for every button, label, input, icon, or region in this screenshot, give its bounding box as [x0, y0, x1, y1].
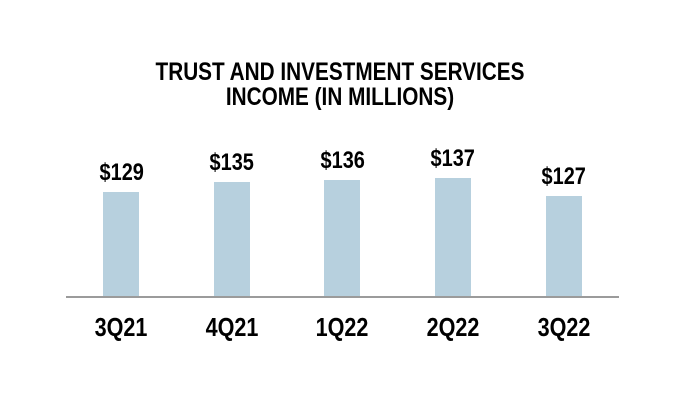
x-axis-label: 2Q22 — [426, 312, 480, 342]
bar-value-label: $136 — [320, 147, 365, 174]
bar — [545, 196, 582, 296]
bar-group: $135 — [205, 150, 258, 296]
x-axis-label: 4Q21 — [205, 312, 259, 342]
bar — [213, 182, 250, 296]
x-axis-label: 3Q22 — [537, 312, 591, 342]
bar-group: $137 — [426, 146, 479, 296]
chart-title-line-2: INCOME (IN MILLIONS) — [225, 83, 455, 111]
bar-value-label: $137 — [430, 145, 476, 172]
x-axis-line — [66, 296, 619, 298]
chart-title: TRUST AND INVESTMENT SERVICES INCOME (IN… — [0, 60, 680, 110]
bar-value-label: $135 — [209, 149, 255, 176]
bar — [435, 178, 472, 296]
bar — [324, 180, 361, 296]
x-axis-labels: 3Q21 4Q21 1Q22 2Q22 3Q22 — [66, 312, 619, 342]
bar-value-label: $129 — [99, 159, 144, 186]
bar-value-label: $127 — [541, 163, 586, 190]
bar-group: $129 — [95, 160, 148, 296]
bar — [103, 192, 140, 296]
bar-group: $136 — [316, 148, 369, 296]
chart-title-line-1: TRUST AND INVESTMENT SERVICES — [155, 58, 525, 86]
x-axis-label: 3Q21 — [94, 312, 148, 342]
bars-row: $129 $135 $136 $137 $127 — [66, 146, 619, 296]
bar-group: $127 — [537, 164, 590, 296]
x-axis-label: 1Q22 — [316, 312, 369, 342]
